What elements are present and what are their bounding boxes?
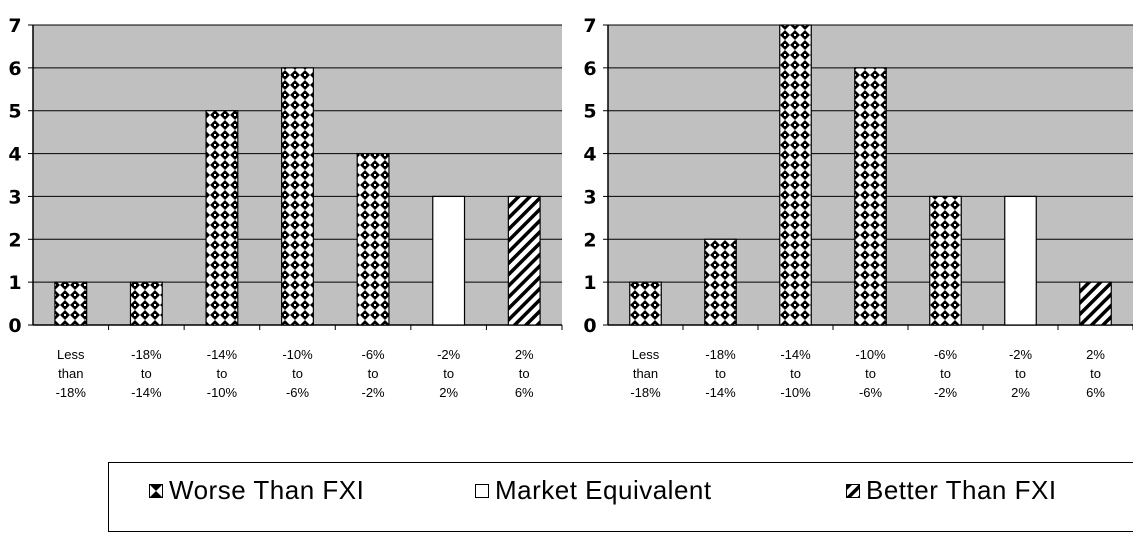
y-tick-label: 7 <box>583 15 596 37</box>
x-tick-label: to <box>715 366 726 381</box>
x-tick-label: 2% <box>1011 385 1030 400</box>
bar-worse <box>779 24 812 326</box>
chart-panel-1: 0 1 2 3 4 5 6 7 Less than -18% -18% to -14% -14% to -10%… <box>8 15 563 400</box>
bar-worse <box>54 281 88 326</box>
legend-label-equivalent: Market Equivalent <box>495 475 712 505</box>
y-tick-label: 5 <box>8 101 21 123</box>
bar-better <box>1079 281 1112 326</box>
worse-swatch-icon <box>149 483 163 498</box>
equivalent-swatch-icon <box>475 483 489 498</box>
x-tick-label: to <box>519 366 530 381</box>
x-tick-label: -10% <box>780 385 811 400</box>
x-tick-label: 2% <box>1086 347 1105 362</box>
x-tick-label: -14% <box>780 347 811 362</box>
x-tick-label: -10% <box>855 347 886 362</box>
x-tick-label: to <box>368 366 379 381</box>
x-tick-label: 6% <box>1086 385 1105 400</box>
chart-panel-2: 0 1 2 3 4 5 6 7 Less than -18% -18% to -14% -14% to -10%… <box>583 15 1133 400</box>
bar-worse <box>356 152 390 326</box>
x-tick-label: to <box>940 366 951 381</box>
legend-item-equivalent: Market Equivalent <box>475 475 712 506</box>
y-tick-label: 4 <box>583 144 596 166</box>
legend-item-better: Better Than FXI <box>846 475 1057 506</box>
x-tick-label: than <box>633 366 658 381</box>
x-tick-label: to <box>217 366 228 381</box>
x-tick-label: than <box>58 366 83 381</box>
bar-worse <box>629 281 662 326</box>
y-tick-label: 3 <box>8 186 21 208</box>
x-tick-label: to <box>1015 366 1026 381</box>
bar-worse <box>704 238 737 326</box>
x-tick-label: -6% <box>286 385 310 400</box>
legend-item-worse: Worse Than FXI <box>149 475 364 506</box>
x-tick-label: 2% <box>439 385 458 400</box>
y-tick-label: 7 <box>8 15 21 37</box>
x-tick-label: -2% <box>1009 347 1033 362</box>
bar-better <box>507 195 541 326</box>
x-tick-label: -18% <box>56 385 87 400</box>
x-tick-label: -10% <box>282 347 313 362</box>
bar-worse <box>129 281 163 326</box>
y-tick-label: 4 <box>8 144 21 166</box>
x-tick-label: to <box>141 366 152 381</box>
x-tick-label: Less <box>57 347 85 362</box>
legend: Worse Than FXI Market Equivalent Better … <box>108 462 1133 532</box>
x-tick-label: -2% <box>362 385 386 400</box>
y-tick-label: 1 <box>8 272 21 294</box>
better-swatch-icon <box>846 483 860 498</box>
bar-worse <box>281 67 314 326</box>
x-tick-label: to <box>790 366 801 381</box>
x-tick-label: -10% <box>207 385 238 400</box>
y-tick-label: 2 <box>8 229 21 251</box>
x-tick-label: -14% <box>131 385 162 400</box>
x-tick-label: -14% <box>207 347 238 362</box>
x-tick-label: -2% <box>437 347 461 362</box>
bar-equivalent <box>1004 195 1037 326</box>
y-tick-label: 0 <box>583 315 596 337</box>
x-tick-label: 2% <box>515 347 534 362</box>
x-tick-label: to <box>443 366 454 381</box>
bar-worse <box>929 195 962 326</box>
x-tick-label: -18% <box>705 347 736 362</box>
x-tick-label: to <box>1090 366 1101 381</box>
x-tick-label: -6% <box>934 347 958 362</box>
y-tick-label: 5 <box>583 101 596 123</box>
x-tick-label: 6% <box>515 385 534 400</box>
bar-worse <box>205 110 239 326</box>
y-tick-label: 6 <box>8 58 21 80</box>
legend-label-worse: Worse Than FXI <box>169 475 365 505</box>
y-tick-label: 0 <box>8 315 21 337</box>
bar-worse <box>854 67 887 326</box>
x-tick-label: -18% <box>131 347 162 362</box>
x-tick-label: to <box>292 366 303 381</box>
y-tick-label: 6 <box>583 58 596 80</box>
x-tick-label: Less <box>632 347 660 362</box>
x-tick-label: -2% <box>934 385 958 400</box>
y-tick-label: 3 <box>583 186 596 208</box>
x-tick-label: -6% <box>362 347 386 362</box>
x-tick-label: -14% <box>705 385 736 400</box>
y-tick-label: 2 <box>583 229 596 251</box>
x-tick-label: -18% <box>630 385 661 400</box>
x-tick-label: -6% <box>859 385 883 400</box>
bar-equivalent <box>432 195 466 326</box>
x-tick-label: to <box>865 366 876 381</box>
legend-label-better: Better Than FXI <box>866 475 1057 505</box>
y-tick-label: 1 <box>583 272 596 294</box>
